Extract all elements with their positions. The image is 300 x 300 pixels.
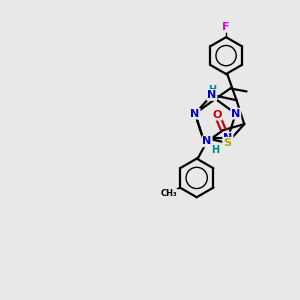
Text: N: N xyxy=(202,136,212,146)
Text: H: H xyxy=(208,85,216,94)
Text: N: N xyxy=(223,133,232,142)
Text: O: O xyxy=(212,110,222,120)
Text: H: H xyxy=(212,145,220,155)
Text: N: N xyxy=(207,90,217,100)
Text: F: F xyxy=(222,22,230,32)
Text: S: S xyxy=(224,138,231,148)
Text: N: N xyxy=(231,109,240,119)
Text: N: N xyxy=(190,109,200,119)
Text: CH₃: CH₃ xyxy=(161,189,178,198)
